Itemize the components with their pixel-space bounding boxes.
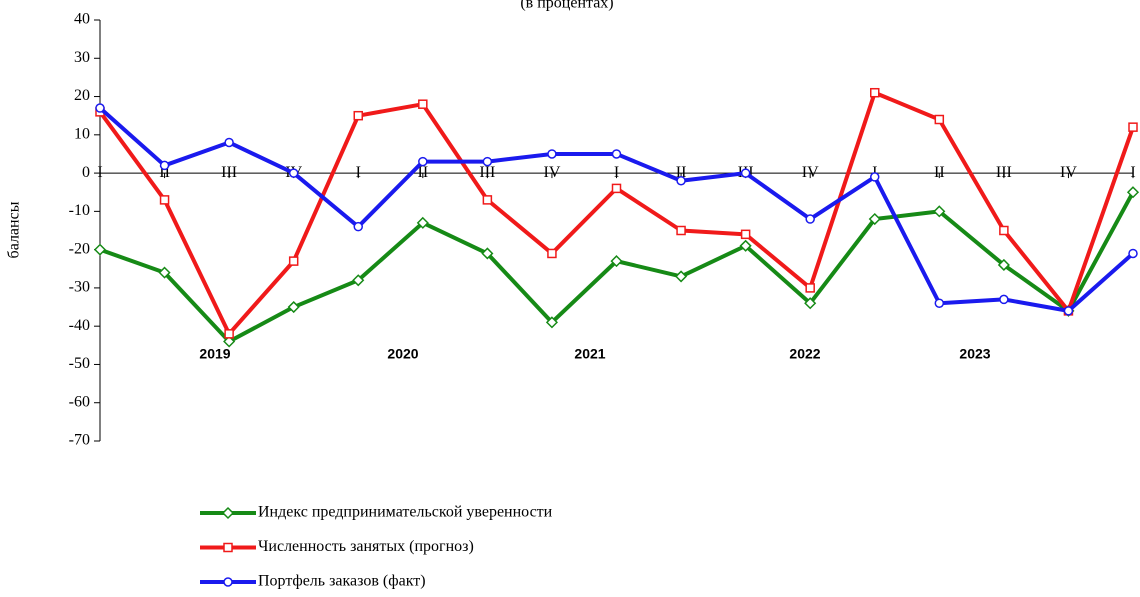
x-tick-label: I xyxy=(356,164,361,181)
y-tick-label: 30 xyxy=(74,49,90,66)
marker xyxy=(740,229,751,240)
marker xyxy=(547,248,557,259)
y-axis-label: балансы xyxy=(6,201,23,258)
marker xyxy=(545,316,558,329)
marker xyxy=(610,255,623,268)
marker xyxy=(1128,122,1138,132)
marker xyxy=(353,110,363,121)
chart-subtitle: (в процентах) xyxy=(520,0,613,12)
y-tick-label: -60 xyxy=(69,393,90,410)
marker xyxy=(611,183,622,194)
marker xyxy=(1063,306,1074,316)
marker xyxy=(224,329,234,339)
year-label: 2021 xyxy=(574,346,605,362)
y-tick-label: -70 xyxy=(69,432,90,449)
x-tick-label: II xyxy=(417,164,428,181)
year-label: 2020 xyxy=(387,346,418,362)
marker xyxy=(805,283,815,293)
marker xyxy=(870,87,880,98)
x-tick-label: I xyxy=(614,164,619,181)
marker xyxy=(804,297,817,310)
legend-marker xyxy=(221,506,235,520)
marker xyxy=(224,137,234,148)
marker xyxy=(93,243,107,256)
x-tick-label: IV xyxy=(802,164,819,181)
y-tick-label: -40 xyxy=(69,317,90,334)
marker xyxy=(870,172,880,182)
series-line xyxy=(98,90,1135,336)
series-line xyxy=(98,106,1135,313)
marker xyxy=(223,335,236,348)
marker xyxy=(353,221,363,232)
year-label: 2019 xyxy=(199,346,230,362)
x-tick-label: III xyxy=(221,164,237,181)
marker xyxy=(352,274,365,287)
y-tick-label: -10 xyxy=(69,202,90,219)
marker xyxy=(288,256,299,266)
marker xyxy=(482,156,493,167)
marker xyxy=(159,195,170,205)
marker xyxy=(159,160,170,171)
y-tick-label: 40 xyxy=(74,11,90,28)
x-tick-label: II xyxy=(934,164,945,181)
legend-marker xyxy=(223,542,233,553)
marker xyxy=(739,239,752,252)
x-tick-label: I xyxy=(97,164,102,181)
marker xyxy=(1128,248,1138,259)
marker xyxy=(418,156,428,167)
marker xyxy=(999,225,1009,236)
y-tick-label: -30 xyxy=(69,279,90,296)
marker xyxy=(158,266,171,279)
marker xyxy=(675,270,688,283)
marker xyxy=(611,149,622,159)
y-tick-label: -20 xyxy=(69,240,90,257)
marker xyxy=(482,195,493,205)
year-label: 2023 xyxy=(959,346,990,362)
marker xyxy=(805,214,815,224)
marker xyxy=(933,205,946,218)
y-tick-label: 0 xyxy=(82,164,90,181)
y-tick-label: -50 xyxy=(69,355,90,372)
x-tick-label: III xyxy=(996,164,1012,181)
legend-marker xyxy=(223,577,233,587)
marker xyxy=(95,103,105,113)
y-tick-label: 20 xyxy=(74,87,90,104)
marker xyxy=(676,225,686,236)
legend-label: Портфель заказов (факт) xyxy=(258,573,426,590)
year-label: 2022 xyxy=(789,346,820,362)
x-tick-label: I xyxy=(1130,164,1135,181)
x-tick-label: IV xyxy=(543,164,560,181)
marker xyxy=(999,294,1009,305)
marker xyxy=(934,298,945,308)
x-tick-label: IV xyxy=(1060,164,1077,181)
marker xyxy=(676,175,686,186)
x-tick-label: II xyxy=(159,164,170,181)
marker xyxy=(481,247,494,260)
marker xyxy=(288,168,299,178)
x-tick-label: III xyxy=(479,164,495,181)
marker xyxy=(934,114,945,125)
marker xyxy=(416,216,429,229)
legend-label: Численность занятых (прогноз) xyxy=(258,538,474,555)
marker xyxy=(997,258,1010,272)
y-tick-label: 10 xyxy=(74,125,90,142)
marker xyxy=(868,212,881,226)
x-tick-label: II xyxy=(676,164,687,181)
marker xyxy=(1126,186,1140,199)
marker xyxy=(740,168,751,178)
legend-label: Индекс предпринимательской уверенности xyxy=(258,504,553,521)
marker xyxy=(418,99,428,109)
marker xyxy=(547,149,557,159)
marker xyxy=(287,300,300,314)
